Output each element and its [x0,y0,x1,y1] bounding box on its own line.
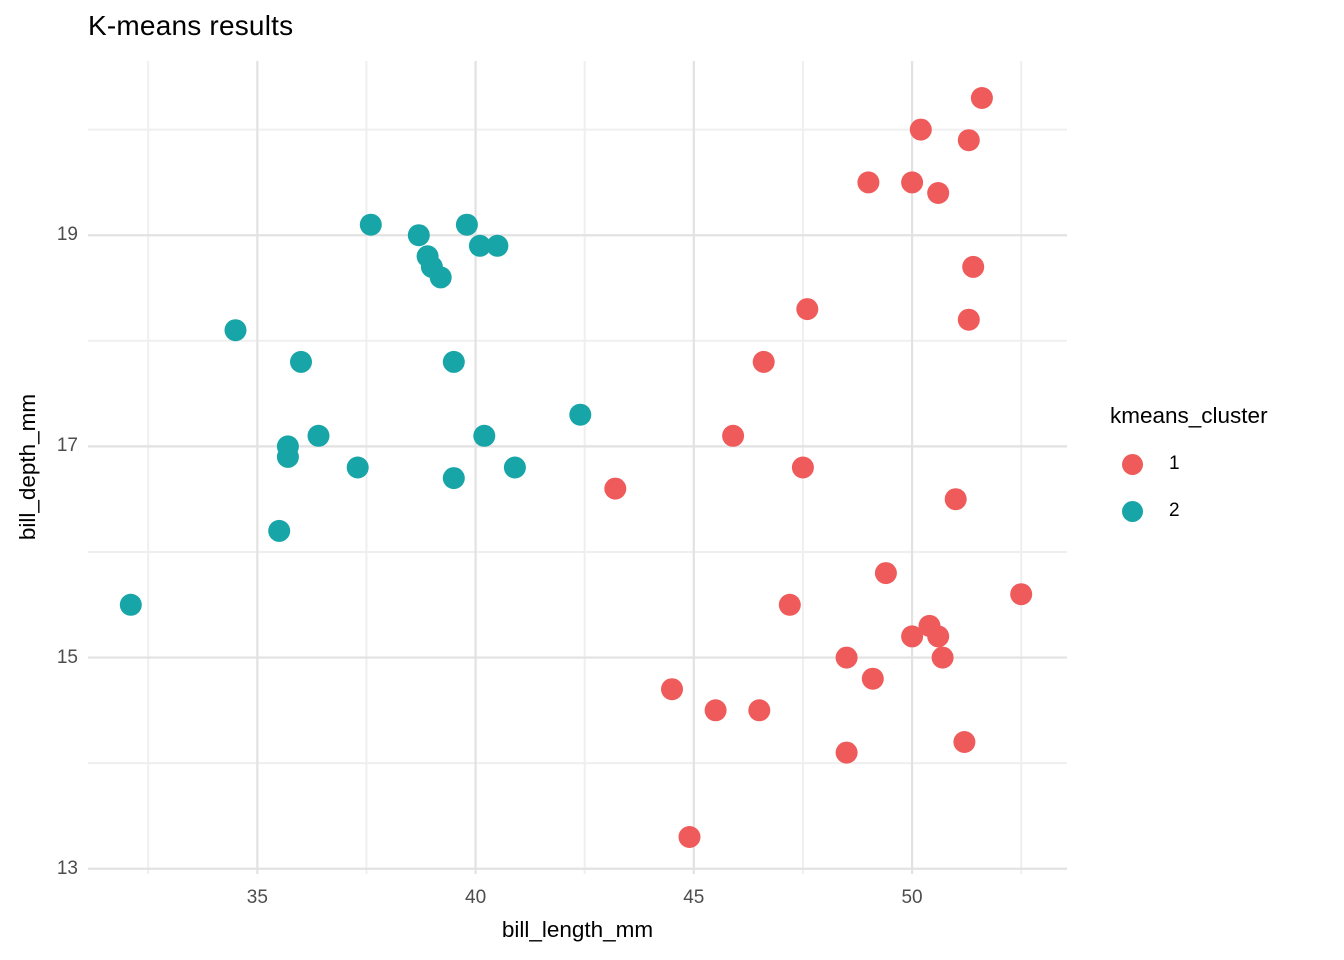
data-point-cluster-2 [468,234,491,257]
data-point-cluster-1 [901,171,924,194]
data-point-cluster-2 [268,519,291,542]
data-point-cluster-2 [473,424,496,447]
data-point-cluster-1 [778,593,801,616]
data-point-cluster-2 [119,593,142,616]
data-point-cluster-2 [503,456,526,479]
x-tick-label: 45 [683,887,705,908]
y-tick-label: 17 [56,435,78,457]
y-tick-label: 19 [56,224,78,246]
data-point-cluster-2 [486,234,509,257]
data-point-cluster-1 [604,477,627,500]
legend-swatch-cluster-2 [1122,500,1143,522]
legend-item-label: 1 [1169,453,1180,474]
data-point-cluster-1 [957,308,980,331]
legend-swatch-cluster-1 [1122,453,1143,475]
data-point-cluster-2 [569,403,592,426]
data-point-cluster-1 [791,456,814,479]
chart-title: K-means results [88,10,294,41]
data-point-cluster-2 [442,467,465,490]
legend-title: kmeans_cluster [1110,403,1268,428]
data-point-cluster-1 [962,255,985,278]
data-point-cluster-2 [346,456,369,479]
data-point-cluster-1 [931,646,954,669]
data-point-cluster-1 [957,129,980,152]
x-tick-label: 50 [901,887,923,908]
data-point-cluster-2 [429,266,452,289]
data-point-cluster-1 [857,171,880,194]
data-point-cluster-1 [752,350,775,373]
data-point-cluster-1 [748,699,771,722]
x-tick-label: 35 [246,887,268,908]
data-point-cluster-2 [276,445,299,468]
data-point-cluster-2 [224,319,247,342]
legend-item-label: 2 [1169,500,1180,521]
data-point-cluster-2 [290,350,312,373]
data-point-cluster-2 [359,213,382,236]
data-point-cluster-1 [927,182,950,204]
data-point-cluster-1 [944,488,967,511]
data-point-cluster-1 [909,118,932,141]
data-point-cluster-2 [455,213,478,236]
x-tick-label: 40 [465,887,487,908]
data-point-cluster-2 [442,350,465,373]
data-point-cluster-2 [307,424,330,447]
data-point-cluster-1 [835,741,858,764]
data-point-cluster-2 [407,224,430,247]
x-axis-title: bill_length_mm [501,917,654,942]
data-point-cluster-1 [704,699,727,722]
data-point-cluster-1 [678,826,701,848]
legend-item-cluster-2: 2 [1122,496,1268,526]
data-point-cluster-1 [1010,583,1033,606]
data-point-cluster-1 [927,625,950,648]
data-point-cluster-1 [901,625,924,648]
data-point-cluster-1 [796,298,819,321]
plot-panel [88,61,1067,874]
data-point-cluster-1 [722,424,745,447]
data-point-cluster-1 [953,731,976,753]
y-tick-label: 15 [56,646,78,668]
data-point-cluster-1 [661,678,683,701]
y-axis-title: bill_depth_mm [15,393,40,541]
data-point-cluster-1 [861,667,884,690]
data-point-cluster-1 [874,562,897,585]
data-point-cluster-1 [835,646,858,669]
data-point-cluster-1 [970,87,993,109]
y-tick-label: 13 [56,857,78,879]
legend-item-cluster-1: 1 [1122,449,1268,479]
